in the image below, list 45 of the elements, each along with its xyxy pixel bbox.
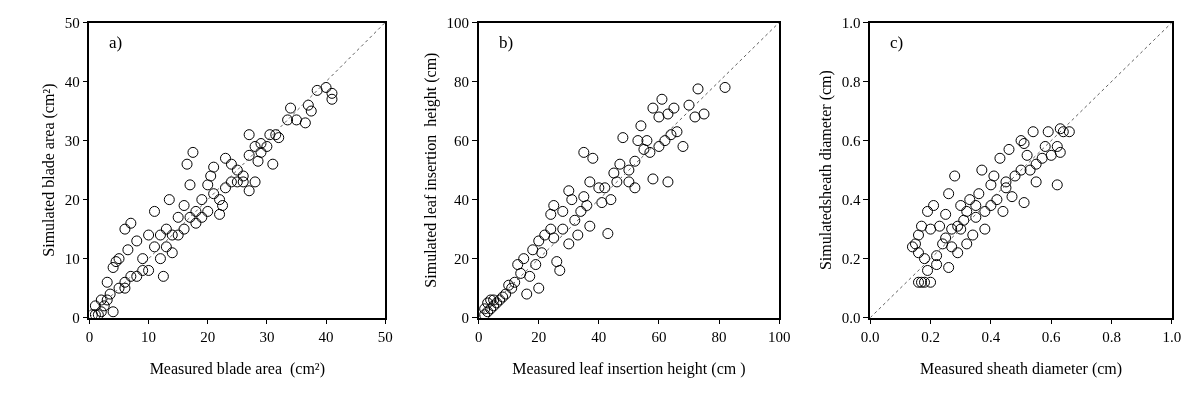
x-axis-title: Measured sheath diameter (cm) [919, 359, 1123, 378]
y-tick-label: 0.4 [841, 191, 861, 208]
annotation: c) [890, 33, 904, 52]
x-tick-label: 50 [377, 329, 393, 346]
y-tick-label: 60 [453, 132, 469, 149]
x-tick-label: 20 [531, 329, 547, 346]
y-tick-label: 0.8 [841, 73, 861, 90]
x-tick-label: 0.0 [860, 329, 880, 346]
x-tick-label: 0.2 [921, 329, 940, 346]
y-tick-label: 100 [446, 14, 469, 31]
x-tick-label: 0.6 [1041, 329, 1062, 346]
x-tick-label: 0.8 [1102, 329, 1121, 346]
y-tick-label: 20 [453, 250, 469, 267]
x-axis-title: Measured leaf insertion height (cm ) [512, 359, 746, 378]
x-tick-label: 30 [259, 329, 275, 346]
y-tick-label: 50 [64, 14, 80, 31]
x-axis-title: Measured blade area (cm²) [149, 359, 326, 378]
y-tick-label: 0.6 [841, 132, 861, 149]
x-tick-label: 0.4 [981, 329, 1001, 346]
x-tick-label: 0 [474, 329, 483, 346]
y-tick-label: 80 [453, 73, 469, 90]
y-tick-label: 0 [72, 309, 80, 326]
annotation: b) [499, 33, 514, 52]
annotation: a) [109, 33, 123, 52]
y-tick-label: 0 [461, 309, 469, 326]
x-tick-label: 10 [141, 329, 157, 346]
y-tick-label: 1.0 [841, 14, 861, 31]
x-tick-label: 20 [200, 329, 216, 346]
y-axis-title: Simulatedsheath diameter (cm) [817, 70, 836, 271]
y-axis-title: Simulated leaf insertion height (cm) [421, 52, 440, 288]
x-tick-label: 1.0 [1162, 329, 1182, 346]
y-tick-label: 30 [64, 132, 80, 149]
x-tick-label: 40 [591, 329, 607, 346]
y-tick-label: 40 [64, 73, 80, 90]
y-tick-label: 20 [64, 191, 80, 208]
y-tick-label: 40 [453, 191, 469, 208]
x-tick-label: 80 [711, 329, 727, 346]
y-axis-title: Simulated blade area (cm²) [40, 83, 59, 257]
x-tick-label: 0 [85, 329, 94, 346]
y-tick-label: 0.0 [841, 309, 861, 326]
y-tick-label: 10 [64, 250, 80, 267]
y-tick-label: 0.2 [841, 250, 861, 267]
x-tick-label: 60 [651, 329, 667, 346]
x-tick-label: 100 [767, 329, 791, 346]
x-tick-label: 40 [318, 329, 334, 346]
